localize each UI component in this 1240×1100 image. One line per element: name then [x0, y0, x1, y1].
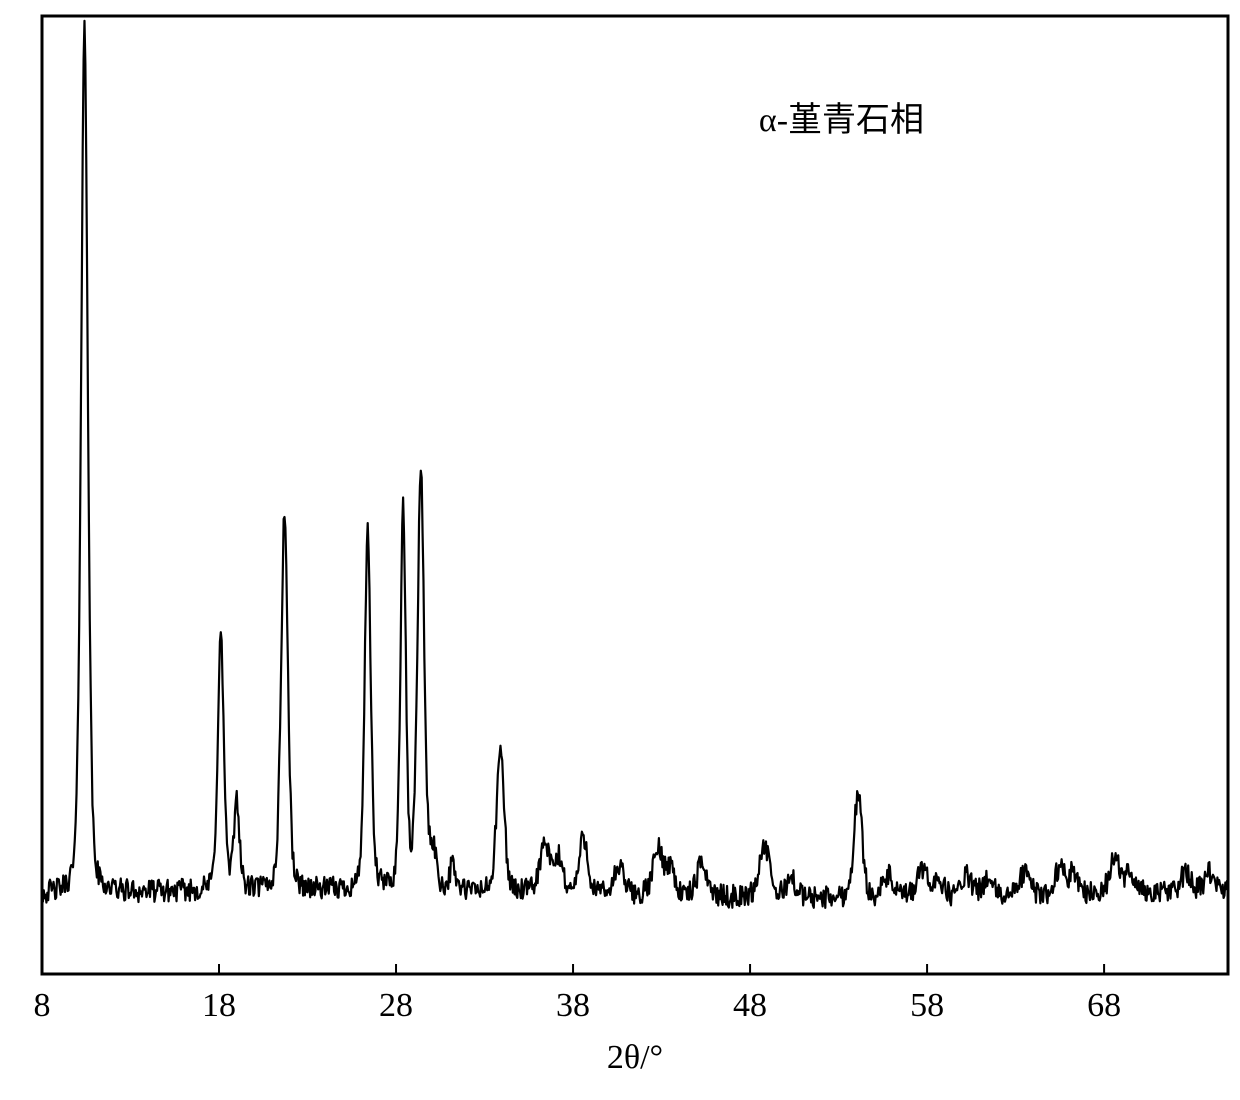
x-tick-label: 58 — [910, 987, 944, 1024]
x-tick-label: 18 — [202, 987, 236, 1024]
x-tick-label: 48 — [733, 987, 767, 1024]
xrd-chart: 8 18 28 38 48 58 68 2θ/° α-堇青石相 — [0, 0, 1240, 1100]
xrd-svg: 8 18 28 38 48 58 68 2θ/° α-堇青石相 — [0, 0, 1240, 1100]
x-axis-label: 2θ/° — [607, 1039, 663, 1076]
x-tick-label: 28 — [379, 987, 413, 1024]
x-tick-label: 8 — [34, 987, 51, 1024]
legend-label: α-堇青石相 — [759, 101, 924, 139]
x-tick-label: 68 — [1087, 987, 1121, 1024]
x-tick-label: 38 — [556, 987, 590, 1024]
